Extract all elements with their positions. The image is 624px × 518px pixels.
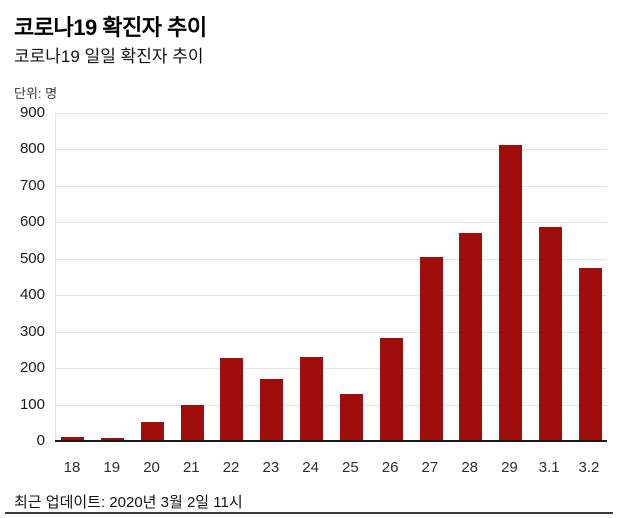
bar-20	[140, 421, 164, 441]
plot-area	[55, 113, 607, 442]
bar-27	[419, 256, 443, 441]
y-tick-label-800: 800	[19, 140, 45, 158]
x-axis-line	[55, 440, 607, 442]
bar-18	[61, 436, 84, 441]
gridline-900	[56, 113, 607, 114]
bar-19	[100, 437, 124, 441]
gridline-200	[56, 368, 607, 370]
gridline-400	[56, 295, 607, 297]
y-tick-label-300: 300	[19, 322, 45, 340]
bar-23	[260, 379, 284, 441]
chart-subtitle: 코로나19 일일 확진자 추이	[14, 47, 204, 66]
x-tick-label-29: 29	[501, 459, 518, 476]
page-title: 코로나19 확진자 추이	[14, 15, 207, 40]
gridline-600	[56, 222, 607, 224]
gridline-800	[56, 149, 607, 151]
x-tick-label-20: 20	[143, 459, 160, 476]
bar-29	[499, 144, 523, 441]
footer-divider	[5, 512, 613, 514]
y-tick-label-500: 500	[19, 249, 45, 267]
last-updated-text: 최근 업데이트: 2020년 3월 2일 11시	[14, 494, 243, 511]
bar-24	[300, 356, 324, 441]
y-tick-label-700: 700	[19, 176, 45, 194]
gridline-100	[56, 404, 607, 406]
x-axis-labels: 18 19 20 21 22 23 24 25 26 27 28 29 3.1 3.2	[55, 459, 606, 476]
y-axis: 900 800 700 600 500 400 300 200 100 0	[0, 104, 45, 449]
x-tick-label-22: 22	[222, 459, 240, 476]
unit-label: 단위: 명	[14, 86, 58, 101]
bar-3.2	[578, 267, 602, 441]
x-tick-label-23: 23	[262, 459, 280, 476]
x-tick-label-28: 28	[461, 459, 478, 476]
x-tick-label-26: 26	[381, 459, 399, 476]
gridline-700	[56, 185, 607, 187]
x-tick-label-24: 24	[302, 459, 319, 476]
y-tick-label-200: 200	[19, 359, 45, 377]
y-tick-label-400: 400	[19, 286, 45, 304]
y-tick-label-600: 600	[19, 213, 45, 231]
x-tick-label-3.2: 3.2	[578, 459, 600, 476]
bar-series	[56, 113, 607, 441]
y-tick-label-100: 100	[19, 395, 45, 413]
bar-3.1	[539, 227, 563, 441]
bar-28	[459, 232, 483, 441]
x-tick-label-27: 27	[421, 459, 439, 476]
x-tick-label-25: 25	[342, 459, 359, 476]
x-tick-label-21: 21	[182, 459, 200, 476]
y-tick-label-900: 900	[19, 104, 45, 121]
bar-22	[220, 357, 244, 441]
x-tick-label-19: 19	[103, 459, 121, 476]
x-tick-label-3.1: 3.1	[538, 459, 560, 476]
gridline-300	[56, 331, 607, 333]
bar-25	[339, 393, 363, 441]
bar-26	[379, 337, 403, 441]
gridline-500	[56, 258, 607, 260]
bar-21	[180, 404, 204, 441]
y-tick-label-0: 0	[36, 432, 45, 449]
x-tick-label-18: 18	[63, 459, 81, 476]
